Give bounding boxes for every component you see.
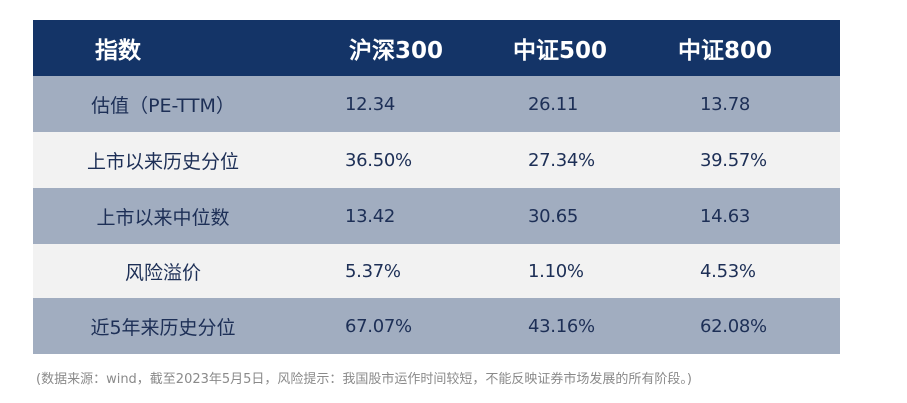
header-cell-index: 指数 <box>95 38 141 64</box>
row-label: 近5年来历史分位 <box>90 316 236 339</box>
table-cell: 36.50% <box>345 149 412 171</box>
row-label: 上市以来历史分位 <box>86 150 239 173</box>
row-label: 上市以来中位数 <box>96 206 230 229</box>
table-cell: 13.78 <box>700 93 751 115</box>
table-cell: 39.57% <box>700 149 767 171</box>
table-cell: 67.07% <box>345 315 412 337</box>
table-row: 估值（PE-TTM） 12.34 26.11 13.78 <box>33 76 840 132</box>
valuation-table: 指数 沪深300 中证500 中证800 估值（PE-TTM） 12.34 26… <box>33 20 840 354</box>
table-cell: 27.34% <box>528 149 595 171</box>
table-cell: 13.42 <box>345 205 396 227</box>
table-cell: 62.08% <box>700 315 767 337</box>
header-cell-hs300: 沪深300 <box>349 38 444 64</box>
header-cell-zz800: 中证800 <box>678 38 773 64</box>
table-row: 近5年来历史分位 67.07% 43.16% 62.08% <box>33 298 840 354</box>
table-cell: 26.11 <box>528 93 579 115</box>
row-label: 风险溢价 <box>124 261 201 284</box>
table-cell: 30.65 <box>528 205 579 227</box>
table-cell: 12.34 <box>345 93 396 115</box>
table-cell: 1.10% <box>528 260 584 282</box>
table-cell: 5.37% <box>345 260 401 282</box>
table-cell: 14.63 <box>700 205 751 227</box>
header-cell-zz500: 中证500 <box>513 38 608 64</box>
table-row: 风险溢价 5.37% 1.10% 4.53% <box>33 244 840 298</box>
table-cell: 43.16% <box>528 315 595 337</box>
table-row: 上市以来中位数 13.42 30.65 14.63 <box>33 188 840 244</box>
table-header-row: 指数 沪深300 中证500 中证800 <box>33 20 840 76</box>
row-label: 估值（PE-TTM） <box>91 94 235 117</box>
table-cell: 4.53% <box>700 260 756 282</box>
source-footnote: (数据来源：wind，截至2023年5月5日，风险提示：我国股市运作时间较短，不… <box>36 372 693 387</box>
table-row: 上市以来历史分位 36.50% 27.34% 39.57% <box>33 132 840 188</box>
